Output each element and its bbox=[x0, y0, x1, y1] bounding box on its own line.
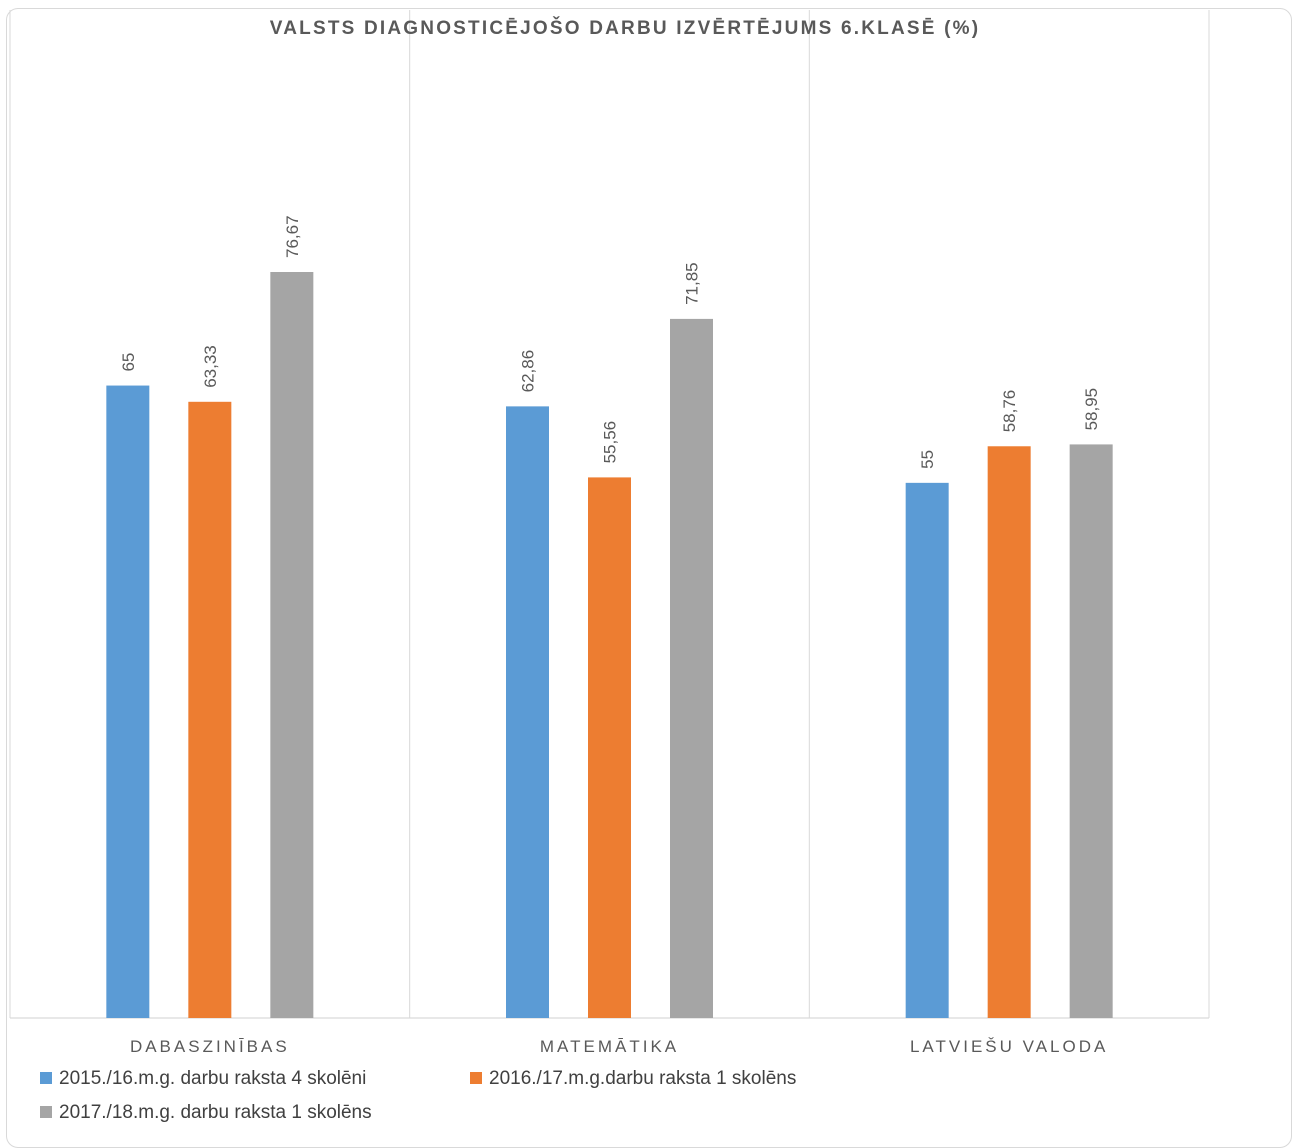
x-tick-label: MATEMĀTIKA bbox=[540, 1037, 679, 1056]
data-label: 65 bbox=[119, 353, 138, 372]
bar-2-3 bbox=[987, 446, 1031, 1018]
bar-3-3 bbox=[1069, 444, 1113, 1018]
legend-label: 2017./18.m.g. darbu raksta 1 skolēns bbox=[59, 1102, 372, 1123]
legend-label: 2015./16.m.g. darbu raksta 4 skolēni bbox=[59, 1068, 367, 1089]
x-tick-label: DABASZINĪBAS bbox=[130, 1037, 290, 1056]
bar-3-2 bbox=[670, 318, 713, 1018]
chart-title: VALSTS DIAGNOSTICĒJOŠO DARBU IZVĒRTĒJUMS… bbox=[269, 18, 981, 39]
legend-item-2015-16: 2015./16.m.g. darbu raksta 4 skolēni bbox=[40, 1068, 366, 1090]
bar-1-2 bbox=[506, 406, 549, 1018]
legend-item-2016-17: 2016./17.m.g.darbu raksta 1 skolēns bbox=[470, 1068, 796, 1090]
data-label: 62,86 bbox=[519, 350, 538, 393]
legend-swatch-orange bbox=[470, 1072, 482, 1084]
bar-1-3 bbox=[905, 482, 949, 1019]
data-label: 71,85 bbox=[683, 262, 702, 305]
data-label: 58,76 bbox=[1000, 390, 1019, 433]
data-label: 55,56 bbox=[601, 421, 620, 464]
bar-2-1 bbox=[188, 401, 232, 1019]
legend-label: 2016./17.m.g.darbu raksta 1 skolēns bbox=[489, 1068, 797, 1089]
x-tick-label: LATVIEŠU VALODA bbox=[910, 1037, 1108, 1056]
bar-3-1 bbox=[270, 272, 314, 1019]
legend-swatch-blue bbox=[40, 1072, 52, 1084]
bar-1-1 bbox=[106, 385, 150, 1018]
bar-2-2 bbox=[588, 477, 631, 1018]
data-label: 58,95 bbox=[1082, 388, 1101, 431]
legend-item-2017-18: 2017./18.m.g. darbu raksta 1 skolēns bbox=[40, 1102, 372, 1124]
legend-swatch-gray bbox=[40, 1106, 52, 1118]
data-label: 55 bbox=[918, 450, 937, 469]
data-label: 63,33 bbox=[201, 345, 220, 388]
data-label: 76,67 bbox=[283, 215, 302, 258]
